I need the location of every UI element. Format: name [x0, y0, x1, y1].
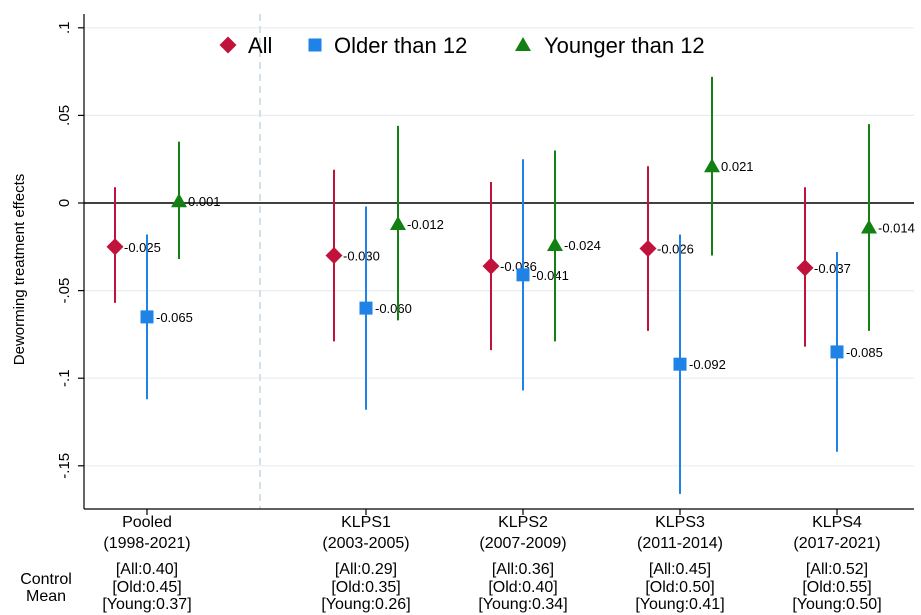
data-label-younger-than-12: -0.024 [564, 238, 601, 253]
point-older-than-12 [140, 310, 154, 324]
data-label-all: -0.025 [124, 240, 161, 255]
point-older-than-12 [673, 357, 687, 371]
y-tick-label: 0 [56, 199, 73, 207]
control-mean-old: [Old:0.35] [331, 579, 400, 596]
y-tick-label: -.15 [56, 453, 73, 479]
control-mean-row-label: Control [20, 571, 72, 588]
control-mean-old: [Old:0.50] [645, 579, 714, 596]
legend: All Older than 12 Younger than 12 [219, 33, 705, 58]
data-label-younger-than-12: 0.021 [721, 159, 754, 174]
data-label-older-than-12: -0.060 [375, 301, 412, 316]
control-mean-old: [Old:0.45] [112, 579, 181, 596]
data-label-older-than-12: -0.041 [532, 268, 569, 283]
control-mean-old: [Old:0.40] [488, 579, 557, 596]
category-period: (2003-2005) [322, 535, 409, 552]
grid [84, 14, 914, 509]
control-mean-all: [All:0.36] [492, 561, 554, 578]
data-label-older-than-12: -0.085 [846, 345, 883, 360]
data-label-older-than-12: -0.092 [689, 357, 726, 372]
legend-label-younger-than-12: Younger than 12 [544, 33, 705, 58]
point-older-than-12 [830, 345, 844, 359]
point-all [796, 259, 814, 277]
control-mean-young: [Young:0.50] [792, 596, 881, 613]
y-tick-label: -.05 [56, 278, 73, 304]
category-period: (2007-2009) [479, 535, 566, 552]
data-label-younger-than-12: -0.014 [878, 221, 915, 236]
point-all [482, 257, 500, 275]
y-tick-label: -.1 [56, 369, 73, 387]
data-label-all: -0.037 [814, 261, 851, 276]
point-younger-than-12 [704, 158, 720, 173]
category-name: Pooled [122, 514, 172, 531]
category-period: (2017-2021) [793, 535, 880, 552]
control-mean-row-label: Mean [26, 588, 66, 605]
control-mean-young: [Young:0.41] [635, 596, 724, 613]
point-younger-than-12 [390, 216, 406, 231]
control-mean-young: [Young:0.26] [321, 596, 410, 613]
legend-label-older-than-12: Older than 12 [334, 33, 467, 58]
category-name: KLPS1 [341, 514, 391, 531]
point-all [639, 240, 657, 258]
legend-marker-younger-than-12 [515, 37, 531, 51]
point-all [325, 247, 343, 265]
y-axis-title: Deworming treatment effects [11, 174, 28, 365]
category-period: (2011-2014) [637, 535, 723, 552]
legend-marker-older-than-12 [308, 38, 322, 52]
data-label-all: -0.026 [657, 242, 694, 257]
point-older-than-12 [516, 268, 530, 282]
control-mean-all: [All:0.45] [649, 561, 711, 578]
y-tick-label: .05 [56, 105, 73, 126]
category-name: KLPS2 [498, 514, 548, 531]
control-mean-young: [Young:0.37] [102, 596, 191, 613]
control-mean-all: [All:0.52] [806, 561, 868, 578]
y-tick-label: .1 [56, 22, 73, 35]
point-older-than-12 [359, 301, 373, 315]
legend-label-all: All [248, 33, 272, 58]
data-label-younger-than-12: -0.012 [407, 217, 444, 232]
legend-marker-all [219, 36, 237, 54]
point-all [106, 238, 124, 256]
series: -0.025-0.030-0.036-0.026-0.037-0.065-0.0… [106, 76, 915, 494]
data-label-older-than-12: -0.065 [156, 310, 193, 325]
control-mean-all: [All:0.40] [116, 561, 178, 578]
point-younger-than-12 [547, 237, 563, 252]
data-label-younger-than-12: 0.001 [188, 194, 221, 209]
control-mean-old: [Old:0.55] [802, 579, 871, 596]
axes: -.15 -.1 -.05 0 .05 .1 Deworming treatment eff… [11, 14, 914, 515]
point-younger-than-12 [171, 193, 187, 208]
category-labels: Pooled(1998-2021)[All:0.40][Old:0.45][Yo… [20, 514, 881, 613]
category-name: KLPS3 [655, 514, 705, 531]
control-mean-young: [Young:0.34] [478, 596, 567, 613]
category-period: (1998-2021) [103, 535, 190, 552]
category-name: KLPS4 [812, 514, 862, 531]
point-younger-than-12 [861, 219, 877, 234]
control-mean-all: [All:0.29] [335, 561, 397, 578]
data-label-all: -0.030 [343, 249, 380, 264]
